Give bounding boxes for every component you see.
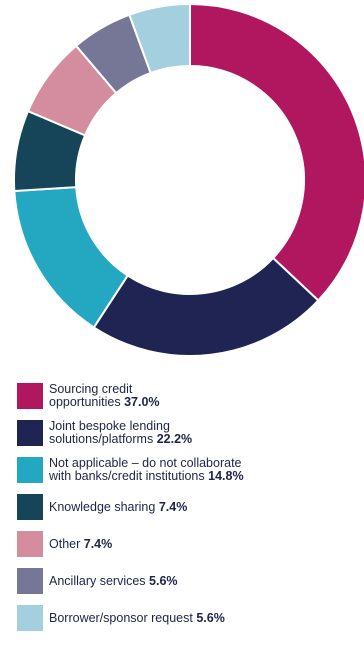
legend-label-line: Other	[49, 536, 81, 551]
legend-value: 7.4%	[83, 536, 113, 551]
legend-label: Knowledge sharing 7.4%	[49, 499, 188, 514]
legend-value: 5.6%	[149, 573, 178, 588]
legend-label: Ancillary services 5.6%	[49, 573, 178, 588]
legend-label: Sourcing credit opportunities 37.0%	[49, 383, 160, 409]
legend-swatch	[17, 605, 43, 631]
legend-item-not-applicable-do-not-collaborate-with-banks-credit-institutions: Not applicable – do not collaborate with …	[17, 457, 357, 483]
legend-label-line: Knowledge sharing	[49, 499, 156, 514]
legend-label: Not applicable – do not collaborate with …	[49, 457, 244, 483]
legend-value: 14.8%	[208, 469, 244, 483]
legend-label-line: opportunities	[49, 395, 121, 409]
legend-item-knowledge-sharing: Knowledge sharing 7.4%	[17, 494, 357, 520]
legend-value: 37.0%	[124, 395, 160, 409]
legend-item-borrower-sponsor-request: Borrower/sponsor request 5.6%	[17, 605, 357, 631]
legend-label: Other 7.4%	[49, 536, 113, 551]
legend-swatch	[17, 494, 43, 520]
legend-swatch	[17, 568, 43, 594]
legend-label-line: Not applicable – do not collaborate	[49, 456, 242, 470]
legend-swatch	[17, 531, 43, 557]
slice-joint-bespoke-lending-solutions-platforms	[92, 257, 320, 357]
legend-label-line: Sourcing credit	[49, 382, 133, 396]
legend-swatch	[17, 420, 43, 446]
legend-label-line: Borrower/sponsor request	[49, 610, 193, 625]
legend-item-sourcing-credit-opportunities: Sourcing credit opportunities 37.0%	[17, 383, 357, 409]
slice-borrower-sponsor-request	[128, 3, 191, 74]
legend-label: Borrower/sponsor request 5.6%	[49, 610, 225, 625]
legend-swatch	[17, 383, 43, 409]
legend-swatch	[17, 457, 43, 483]
legend-item-other: Other 7.4%	[17, 531, 357, 557]
chart-legend: Sourcing credit opportunities 37.0% Joint …	[17, 383, 357, 642]
legend-label: Joint bespoke lending solutions/platforms…	[49, 420, 192, 446]
legend-value: 22.2%	[156, 432, 193, 446]
legend-value: 7.4%	[158, 499, 188, 514]
donut-chart	[13, 3, 364, 357]
legend-value: 5.6%	[196, 610, 225, 625]
legend-label-line: with banks/credit institutions	[49, 469, 205, 483]
legend-item-ancillary-services: Ancillary services 5.6%	[17, 568, 357, 594]
legend-item-joint-bespoke-lending-solutions-platforms: Joint bespoke lending solutions/platforms…	[17, 420, 357, 446]
legend-label-line: Ancillary services	[49, 573, 146, 588]
legend-label-line: solutions/platforms	[49, 432, 154, 446]
legend-label-line: Joint bespoke lending	[49, 419, 170, 433]
slice-sourcing-credit-opportunities	[189, 3, 364, 302]
